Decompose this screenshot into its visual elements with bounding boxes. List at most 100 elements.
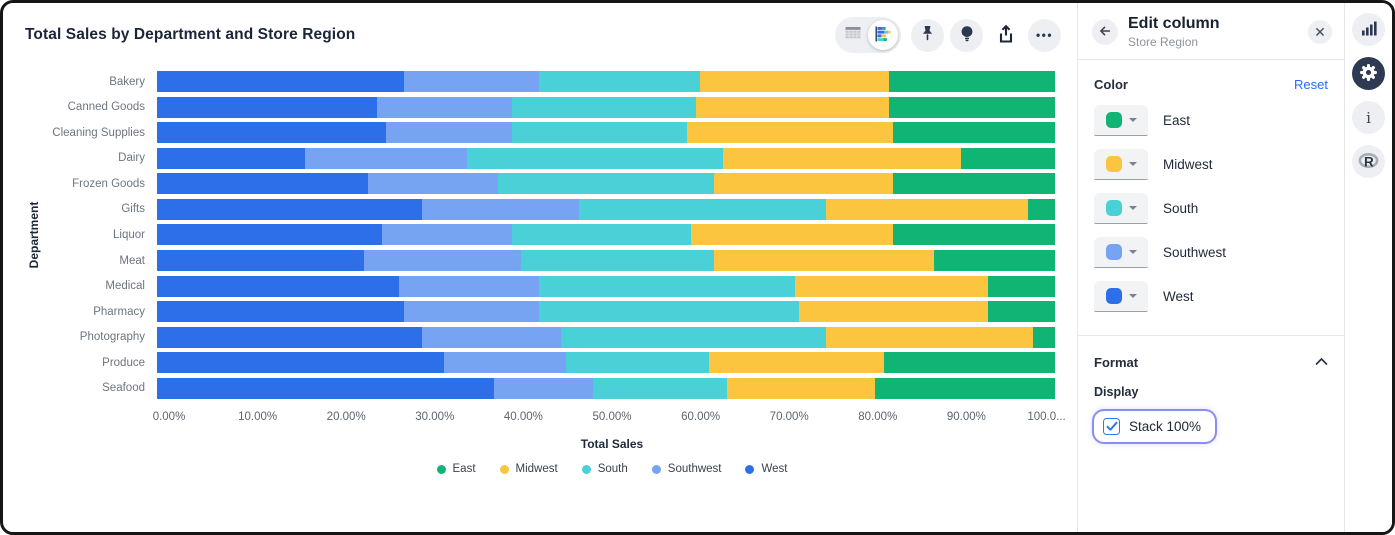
bar-segment-midwest[interactable] [700, 71, 889, 93]
share-button[interactable] [989, 19, 1022, 52]
bar-segment-southwest[interactable] [403, 301, 539, 323]
legend-item-east[interactable]: East [436, 463, 476, 475]
bar-segment-southwest[interactable] [305, 147, 467, 169]
bar-segment-south[interactable] [498, 173, 714, 195]
bar-segment-west[interactable] [157, 96, 377, 118]
bar-segment-east[interactable] [888, 96, 1055, 118]
bar-segment-midwest[interactable] [686, 122, 894, 144]
bar-segment-south[interactable] [511, 96, 696, 118]
reset-link[interactable]: Reset [1294, 77, 1328, 93]
rail-bar-chart-button[interactable] [1352, 13, 1385, 46]
rail-settings-button[interactable] [1352, 57, 1385, 90]
bar-segment-southwest[interactable] [368, 173, 499, 195]
chart-view-button[interactable] [868, 20, 898, 50]
bar-segment-midwest[interactable] [709, 352, 885, 374]
bar-segment-west[interactable] [157, 352, 445, 374]
bar-segment-east[interactable] [933, 250, 1055, 272]
bar-segment-east[interactable] [893, 122, 1055, 144]
back-button[interactable] [1092, 19, 1118, 46]
bar-segment-southwest[interactable] [377, 96, 512, 118]
category-label: Bakery [109, 75, 145, 88]
bar-segment-southwest[interactable] [403, 71, 539, 93]
bar-segment-midwest[interactable] [713, 250, 934, 272]
bar-segment-south[interactable] [579, 198, 826, 220]
bar-segment-south[interactable] [520, 250, 714, 272]
stack-100-checkbox[interactable] [1103, 418, 1120, 436]
chart-row: Meat [13, 248, 1055, 274]
bar-segment-east[interactable] [893, 224, 1055, 246]
legend-item-midwest[interactable]: Midwest [499, 463, 558, 475]
bar-segment-south[interactable] [538, 301, 800, 323]
bar-segment-midwest[interactable] [799, 301, 988, 323]
bar-segment-south[interactable] [511, 122, 687, 144]
bar-segment-south[interactable] [538, 275, 795, 297]
bar-segment-south[interactable] [565, 352, 710, 374]
bar-segment-west[interactable] [157, 173, 369, 195]
bar-segment-east[interactable] [960, 147, 1055, 169]
more-options-button[interactable]: ••• [1028, 18, 1061, 52]
bar-segment-west[interactable] [157, 326, 422, 348]
category-label: Liquor [113, 228, 145, 241]
bar-segment-south[interactable] [511, 224, 692, 246]
bar-segment-midwest[interactable] [713, 173, 894, 195]
bar-segment-east[interactable] [1028, 198, 1055, 220]
table-view-button[interactable] [838, 20, 868, 50]
divider [1078, 335, 1344, 337]
bar-segment-southwest[interactable] [493, 377, 593, 399]
legend-item-southwest[interactable]: Southwest [651, 463, 721, 475]
share-icon [996, 24, 1016, 47]
bar-segment-south[interactable] [561, 326, 826, 348]
bar-segment-east[interactable] [893, 173, 1055, 195]
bar-segment-southwest[interactable] [444, 352, 566, 374]
bar-segment-midwest[interactable] [826, 326, 1033, 348]
bar-segment-west[interactable] [157, 71, 404, 93]
bar-segment-southwest[interactable] [381, 224, 512, 246]
bar-segment-south[interactable] [538, 71, 701, 93]
bar-segment-west[interactable] [157, 275, 400, 297]
bar-segment-southwest[interactable] [363, 250, 521, 272]
legend-item-south[interactable]: South [581, 463, 628, 475]
stack-100-control[interactable]: Stack 100% [1094, 411, 1216, 443]
bar-segment-south[interactable] [466, 147, 723, 169]
bar-segment-midwest[interactable] [691, 224, 894, 246]
chevron-down-icon [1128, 206, 1137, 211]
bar-segment-east[interactable] [888, 71, 1055, 93]
bar-segment-west[interactable] [157, 198, 422, 220]
color-swatch-dropdown[interactable] [1094, 237, 1148, 269]
category-label: Seafood [102, 382, 145, 395]
bar-segment-southwest[interactable] [421, 326, 562, 348]
bar-segment-southwest[interactable] [399, 275, 539, 297]
bar-segment-south[interactable] [592, 377, 728, 399]
color-swatch-dropdown[interactable] [1094, 193, 1148, 225]
bar-segment-east[interactable] [884, 352, 1055, 374]
lightbulb-button[interactable] [950, 18, 983, 52]
bar-segment-midwest[interactable] [722, 147, 961, 169]
bar-segment-west[interactable] [157, 224, 382, 246]
format-section-header[interactable]: Format [1094, 353, 1328, 371]
bar-segment-midwest[interactable] [794, 275, 988, 297]
color-swatch-dropdown[interactable] [1094, 105, 1148, 137]
bar-segment-west[interactable] [157, 122, 386, 144]
rail-r-logo-button[interactable]: R [1352, 145, 1385, 178]
bar-segment-southwest[interactable] [421, 198, 580, 220]
close-button[interactable]: ✕ [1308, 20, 1332, 45]
color-swatch-dropdown[interactable] [1094, 149, 1148, 181]
bar-segment-west[interactable] [157, 147, 306, 169]
bar-segment-east[interactable] [1032, 326, 1055, 348]
legend-item-west[interactable]: West [745, 463, 787, 475]
info-icon: i [1366, 108, 1371, 127]
bar-segment-east[interactable] [987, 301, 1055, 323]
bar-segment-midwest[interactable] [825, 198, 1029, 220]
color-swatch-dropdown[interactable] [1094, 281, 1148, 313]
bar-segment-west[interactable] [157, 377, 494, 399]
bar-segment-east[interactable] [875, 377, 1055, 399]
rail-info-button[interactable]: i [1352, 101, 1385, 134]
bar-segment-east[interactable] [987, 275, 1055, 297]
pin-button[interactable] [911, 18, 944, 52]
bar-segment-west[interactable] [157, 301, 404, 323]
bar-segment-midwest[interactable] [695, 96, 889, 118]
bar-segment-southwest[interactable] [385, 122, 512, 144]
bar-segment-west[interactable] [157, 250, 364, 272]
bar-segment-midwest[interactable] [727, 377, 876, 399]
format-section-label: Format [1094, 354, 1139, 370]
